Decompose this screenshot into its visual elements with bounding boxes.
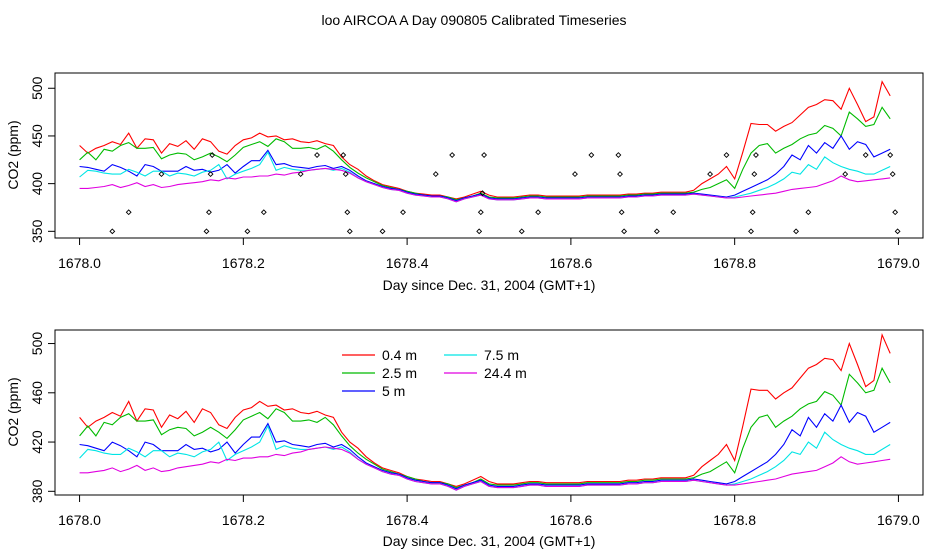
top-y-tick-label: 400 (29, 172, 45, 196)
marker-point (615, 152, 622, 158)
bottom-x-tick-label: 1678.4 (386, 512, 429, 528)
top-x-axis-label: Day since Dec. 31, 2004 (GMT+1) (383, 277, 596, 293)
marker-point (209, 152, 216, 158)
marker-point (207, 171, 214, 178)
top-y-tick-label: 450 (29, 124, 45, 148)
marker-point (260, 209, 267, 216)
top-panel: 1678.0 1678.2 1678.4 1678.6 1678.8 1679.0 350 4… (5, 72, 924, 293)
bottom-series-line-0-4-m (79, 333, 891, 487)
bottom-x-tick-label: 1679.0 (877, 512, 920, 528)
bottom-x-tick-label: 1678.6 (549, 512, 592, 528)
marker-point (621, 228, 628, 235)
top-x-tick-label: 1678.4 (386, 255, 429, 271)
marker-point (158, 171, 165, 178)
marker-point (707, 171, 714, 178)
top-markers (109, 152, 901, 235)
marker-point (342, 171, 349, 178)
marker-point (109, 228, 116, 235)
top-y-tick-label: 500 (29, 76, 45, 100)
marker-point (723, 152, 730, 158)
top-x-tick-label: 1678.6 (549, 255, 592, 271)
marker-point (748, 228, 754, 235)
marker-point (340, 152, 347, 158)
marker-point (751, 171, 758, 178)
marker-point (344, 209, 351, 216)
bottom-series (79, 333, 891, 491)
marker-point (753, 152, 759, 158)
marker-point (476, 228, 483, 235)
bottom-y-tick-label: 460 (29, 381, 45, 405)
top-y-axis-label: CO2 (ppm) (5, 120, 21, 189)
marker-point (206, 209, 212, 216)
bottom-x-axis-label: Day since Dec. 31, 2004 (GMT+1) (383, 533, 596, 549)
bottom-x-tick-label: 1678.0 (58, 512, 101, 528)
bottom-series-line-2-5-m (79, 366, 891, 489)
top-axes: 1678.0 1678.2 1678.4 1678.6 1678.8 1679.0 350 4… (29, 76, 920, 271)
bottom-y-tick-label: 500 (29, 332, 45, 356)
marker-point (535, 209, 542, 216)
top-x-tick-label: 1679.0 (877, 255, 920, 271)
bottom-axes: 1678.0 1678.2 1678.4 1678.6 1678.8 1679.0 380 4… (29, 332, 920, 528)
top-x-tick-label: 1678.2 (222, 255, 265, 271)
bottom-y-axis-label: CO2 (ppm) (5, 377, 21, 446)
marker-point (749, 209, 756, 216)
marker-point (481, 152, 488, 158)
marker-point (892, 209, 899, 216)
marker-point (894, 228, 901, 235)
top-y-tick-label: 350 (29, 219, 45, 243)
marker-point (125, 209, 132, 216)
marker-point (479, 190, 486, 197)
bottom-series-line-5-m (79, 403, 891, 490)
marker-point (588, 152, 595, 158)
marker-point (379, 228, 386, 235)
marker-point (653, 228, 660, 235)
chart-title: loo AIRCOA A Day 090805 Calibrated Times… (321, 12, 626, 28)
marker-point (400, 209, 406, 216)
marker-point (842, 171, 849, 178)
marker-point (572, 171, 578, 178)
legend-label-7-5m: 7.5 m (484, 347, 519, 363)
legend-label-5m: 5 m (382, 383, 405, 399)
marker-point (297, 171, 304, 178)
bottom-y-tick-label: 380 (29, 479, 45, 503)
marker-point (244, 228, 251, 235)
legend-label-2-5m: 2.5 m (382, 365, 417, 381)
legend-label-24-4m: 24.4 m (484, 365, 527, 381)
bottom-x-tick-label: 1678.2 (222, 512, 265, 528)
top-series (79, 80, 891, 203)
marker-point (203, 228, 210, 235)
top-x-tick-label: 1678.8 (713, 255, 756, 271)
marker-point (314, 152, 320, 158)
legend: 0.4 m 2.5 m 5 m 7.5 m 24.4 m (342, 347, 527, 399)
marker-point (793, 228, 800, 235)
top-series-line-5-m (79, 134, 891, 202)
marker-point (449, 152, 456, 158)
legend-label-0-4m: 0.4 m (382, 347, 417, 363)
marker-point (862, 152, 869, 158)
marker-point (477, 209, 484, 216)
marker-point (346, 228, 353, 235)
top-x-tick-label: 1678.0 (58, 255, 101, 271)
bottom-series-line-24-4-m (79, 446, 891, 491)
bottom-panel: 1678.0 1678.2 1678.4 1678.6 1678.8 1679.0 380 4… (5, 329, 924, 549)
bottom-x-tick-label: 1678.8 (713, 512, 756, 528)
marker-point (805, 209, 812, 216)
marker-point (887, 152, 894, 158)
marker-point (432, 171, 439, 178)
marker-point (670, 209, 677, 216)
marker-point (889, 171, 896, 178)
marker-point (618, 209, 625, 216)
bottom-y-tick-label: 420 (29, 430, 45, 454)
top-series-line-24-4-m (79, 167, 891, 203)
marker-point (617, 171, 623, 178)
marker-point (518, 228, 525, 235)
